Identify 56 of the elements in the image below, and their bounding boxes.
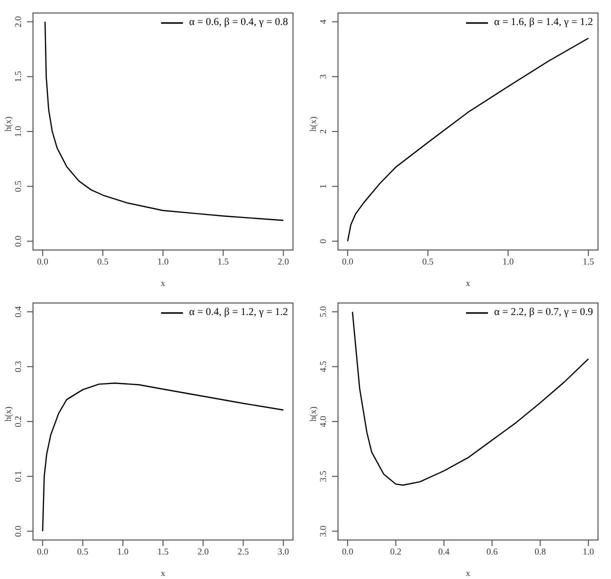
x-tick-label: 0.5 [97, 256, 109, 266]
x-tick-label: 1.5 [582, 256, 594, 266]
y-tick-label: 0 [318, 238, 328, 244]
x-tick-label: 1.0 [502, 256, 514, 266]
x-tick-label: 0.6 [486, 546, 498, 556]
y-tick-label: 3 [318, 74, 328, 79]
x-tick-label: 0.0 [37, 256, 49, 266]
y-tick-label: 1.0 [13, 125, 23, 138]
line-series [347, 38, 589, 242]
legend-label: α = 1.6, β = 1.4, γ = 1.2 [494, 17, 593, 28]
y-tick-label: 0.0 [13, 525, 23, 537]
y-tick-label: 0.5 [13, 180, 23, 192]
y-tick-label: 0.3 [13, 360, 23, 372]
y-tick-label: 0.0 [13, 235, 23, 247]
legend-label: α = 0.6, β = 0.4, γ = 0.8 [189, 17, 288, 28]
x-axis-title: x [160, 278, 166, 288]
x-tick-label: 1.5 [218, 256, 230, 266]
y-tick-label: 4 [318, 19, 328, 24]
x-axis-title: x [466, 278, 471, 288]
legend-label: α = 0.4, β = 1.2, γ = 1.2 [189, 307, 288, 318]
y-tick-label: 3.5 [318, 470, 328, 482]
x-tick-label: 1.0 [117, 546, 129, 556]
y-tick-label: 0.4 [13, 306, 23, 318]
y-tick-label: 4.0 [318, 415, 328, 428]
x-tick-label: 0.5 [422, 256, 434, 266]
y-axis-title: h(x) [3, 406, 14, 422]
y-tick-label: 2.0 [13, 16, 23, 28]
x-tick-label: 0.5 [77, 546, 89, 556]
y-axis-title: h(x) [3, 116, 14, 132]
y-axis-title: h(x) [308, 406, 318, 422]
x-tick-label: 1.5 [157, 546, 170, 556]
y-tick-label: 1 [318, 184, 328, 189]
x-axis-title: x [160, 568, 166, 578]
y-tick-label: 4.5 [318, 360, 328, 372]
y-tick-label: 0.1 [13, 470, 23, 482]
y-tick-label: 0.2 [13, 416, 23, 428]
y-axis-title: h(x) [308, 116, 318, 132]
x-tick-label: 2.5 [238, 546, 250, 556]
y-tick-label: 1.5 [13, 70, 23, 82]
x-tick-label: 2.0 [278, 256, 290, 266]
x-tick-label: 0.0 [37, 546, 49, 556]
x-tick-label: 1.0 [157, 256, 170, 266]
x-tick-label: 0.0 [342, 256, 354, 266]
x-tick-label: 0.2 [390, 546, 402, 556]
x-tick-label: 1.0 [582, 546, 594, 556]
y-tick-label: 3.0 [318, 525, 328, 537]
y-tick-label: 5.0 [318, 306, 328, 318]
x-tick-label: 3.0 [278, 546, 290, 556]
x-tick-label: 0.8 [534, 546, 546, 556]
x-tick-label: 0.4 [438, 546, 450, 556]
x-tick-label: 0.0 [342, 546, 354, 556]
line-series [42, 382, 284, 532]
y-tick-label: 2 [318, 129, 328, 134]
x-axis-title: x [466, 568, 471, 578]
x-tick-label: 2.0 [198, 546, 210, 556]
legend-label: α = 2.2, β = 0.7, γ = 0.9 [494, 307, 593, 318]
